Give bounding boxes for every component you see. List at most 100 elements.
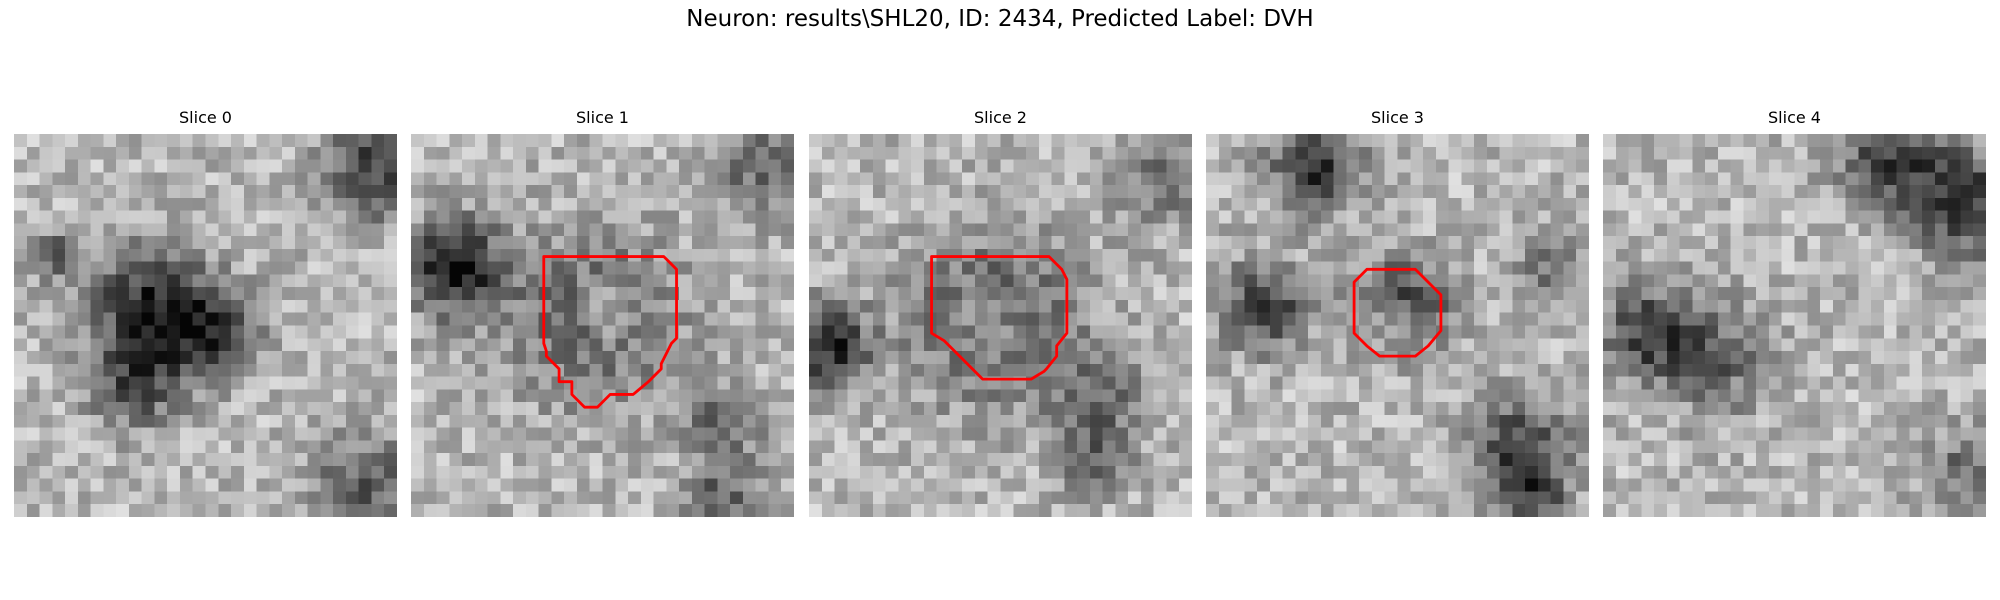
pixel (1257, 299, 1271, 313)
pixel (885, 134, 899, 148)
pixel (39, 312, 53, 326)
pixel (1730, 299, 1744, 313)
pixel (1486, 427, 1500, 441)
pixel (781, 478, 794, 492)
pixel (345, 223, 359, 237)
pixel (1909, 376, 1923, 390)
pixel (576, 465, 590, 479)
pixel (949, 223, 963, 237)
pixel (1845, 440, 1859, 454)
pixel (538, 299, 552, 313)
pixel (103, 465, 117, 479)
pixel (1077, 414, 1091, 428)
pixel (243, 134, 257, 148)
pixel (205, 363, 219, 377)
pixel (320, 223, 334, 237)
pixel (205, 197, 219, 211)
pixel (1000, 274, 1014, 288)
pixel (307, 134, 321, 148)
pixel (1883, 389, 1897, 403)
pixel (974, 504, 988, 517)
pixel (1909, 146, 1923, 160)
pixel (26, 210, 40, 224)
pixel (898, 427, 912, 441)
pixel (1179, 197, 1192, 211)
pixel (628, 159, 642, 173)
pixel (384, 299, 397, 313)
pixel (1295, 159, 1309, 173)
pixel (205, 287, 219, 301)
pixel (90, 504, 104, 517)
pixel (269, 197, 283, 211)
pixel (1206, 338, 1220, 352)
pixel (1947, 465, 1961, 479)
pixel (1064, 261, 1078, 275)
pixel (141, 274, 155, 288)
pixel (345, 185, 359, 199)
pixel (1435, 389, 1449, 403)
pixel (358, 453, 372, 467)
pixel (1730, 210, 1744, 224)
pixel (1333, 261, 1347, 275)
pixel (1000, 312, 1014, 326)
pixel (192, 389, 206, 403)
pixel (898, 376, 912, 390)
pixel (1410, 274, 1424, 288)
pixel (103, 491, 117, 505)
pixel (358, 210, 372, 224)
pixel (1064, 402, 1078, 416)
pixel (307, 402, 321, 416)
pixel (1359, 478, 1373, 492)
pixel (1550, 363, 1564, 377)
pixel (77, 287, 91, 301)
pixel (1244, 210, 1258, 224)
pixel (218, 427, 232, 441)
pixel (911, 159, 925, 173)
pixel (1269, 363, 1283, 377)
pixel (834, 389, 848, 403)
pixel (1743, 185, 1757, 199)
pixel (179, 376, 193, 390)
pixel (282, 210, 296, 224)
pixel (513, 376, 527, 390)
pixel (1384, 338, 1398, 352)
pixel (411, 427, 425, 441)
pixel (77, 414, 91, 428)
pixel (768, 325, 782, 339)
pixel (1960, 197, 1974, 211)
pixel (269, 185, 283, 199)
pixel (1832, 338, 1846, 352)
pixel (821, 146, 835, 160)
pixel (1359, 287, 1373, 301)
pixel (1768, 440, 1782, 454)
pixel (768, 312, 782, 326)
pixel (1705, 236, 1719, 250)
pixel (974, 287, 988, 301)
pixel (923, 491, 937, 505)
pixel (1269, 248, 1283, 262)
slice-4-title: Slice 4 (1768, 108, 1821, 127)
pixel (885, 453, 899, 467)
pixel (500, 185, 514, 199)
pixel (1295, 274, 1309, 288)
pixel (167, 338, 181, 352)
pixel (1576, 389, 1589, 403)
pixel (781, 146, 794, 160)
pixel (653, 504, 667, 517)
pixel (1705, 248, 1719, 262)
pixel (781, 299, 794, 313)
pixel (847, 197, 861, 211)
pixel (333, 261, 347, 275)
pixel (538, 414, 552, 428)
pixel (1384, 236, 1398, 250)
pixel (1115, 427, 1129, 441)
pixel (538, 376, 552, 390)
pixel (1320, 248, 1334, 262)
pixel (307, 236, 321, 250)
pixel (1128, 325, 1142, 339)
pixel (513, 351, 527, 365)
pixel (1807, 414, 1821, 428)
pixel (90, 351, 104, 365)
pixel (1641, 491, 1655, 505)
pixel (65, 363, 79, 377)
